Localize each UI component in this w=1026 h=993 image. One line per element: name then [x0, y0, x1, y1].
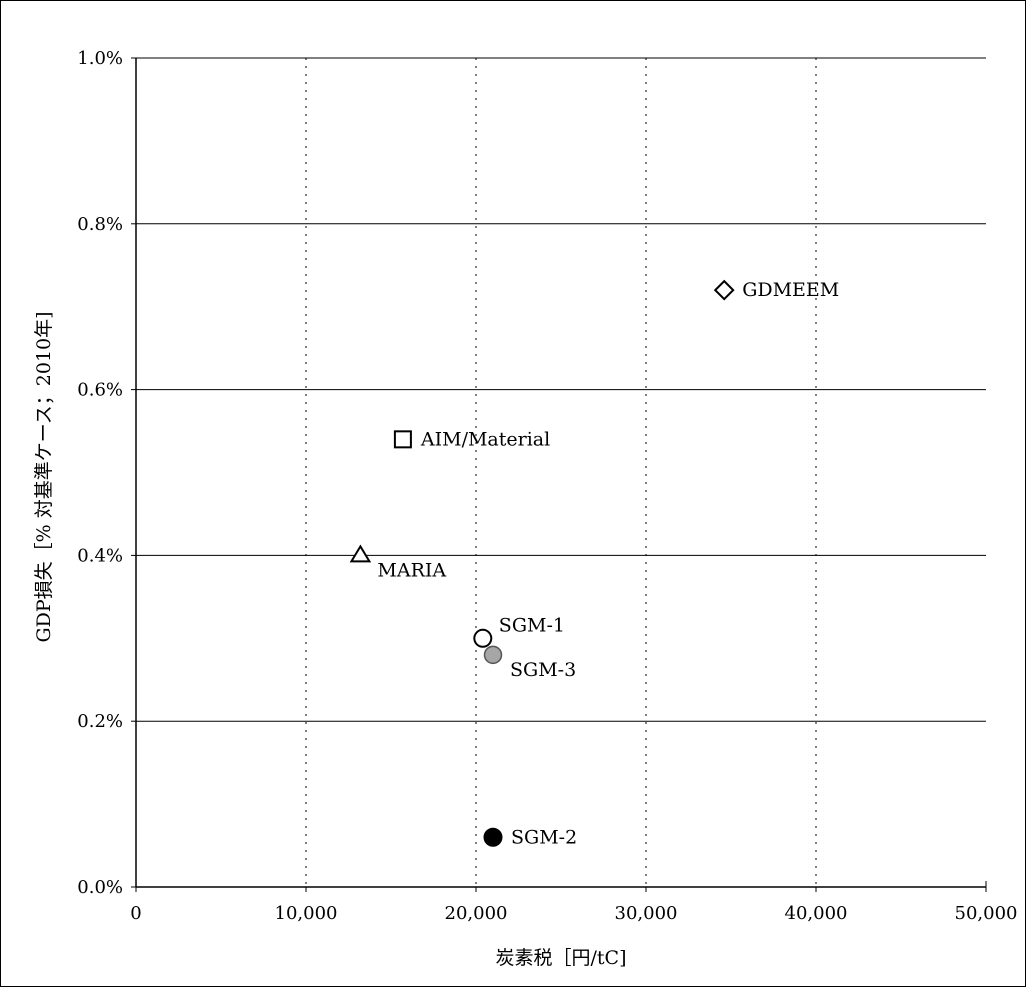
y-axis-title: GDP損失［% 対基準ケース；2010年] — [33, 311, 55, 642]
axis-layer — [131, 57, 987, 892]
sgm-1-label: SGM-1 — [499, 614, 565, 636]
x-tick-label: 30,000 — [615, 903, 678, 924]
maria-marker — [349, 544, 372, 563]
x-tick-label: 10,000 — [275, 903, 338, 924]
x-tick-label: 20,000 — [445, 903, 508, 924]
aim-material-marker — [393, 430, 412, 449]
y-tick-label: 0.8% — [77, 214, 123, 235]
sgm-2-marker — [483, 827, 503, 847]
x-axis-title: 炭素税［円/tC] — [496, 947, 627, 969]
x-tick-label: 0 — [130, 903, 141, 924]
sgm-3-label: SGM-3 — [510, 659, 576, 681]
x-tick-label: 40,000 — [785, 903, 848, 924]
y-tick-label: 0.2% — [77, 711, 123, 732]
y-tick-label: 0.6% — [77, 380, 123, 401]
gdmeem-marker — [713, 279, 735, 301]
sgm-3-marker — [483, 645, 503, 665]
aim-material-label: AIM/Material — [420, 428, 550, 450]
x-tick-label: 50,000 — [955, 903, 1018, 924]
gdmeem-label: GDMEEM — [742, 279, 839, 301]
sgm-2-label: SGM-2 — [511, 826, 577, 848]
grid-layer — [136, 57, 986, 887]
y-tick-label: 0.0% — [77, 877, 123, 898]
tick-label-layer: 0.0% 0.2% 0.4% 0.6% 0.8% 1.0% 0 10,000 20,000 30,… — [77, 48, 1017, 924]
y-tick-label: 0.4% — [77, 545, 123, 566]
data-point-layer: GDMEEM AIM/Material MARIA SGM-1 SGM-3 SGM-2 — [349, 279, 839, 848]
y-tick-label: 1.0% — [77, 48, 123, 69]
maria-label: MARIA — [377, 559, 446, 581]
sgm-1-marker — [473, 628, 493, 648]
